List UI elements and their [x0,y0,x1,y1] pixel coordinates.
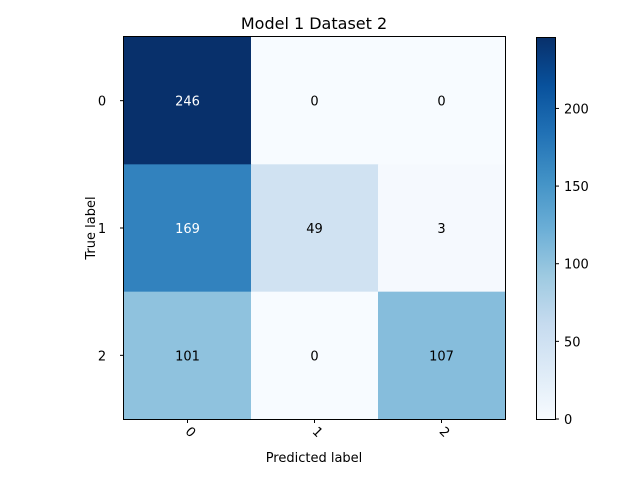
cell-value-0-1: 0 [310,95,318,110]
cell-value-2-2: 107 [429,349,454,364]
heatmap-cell-1-2 [378,164,506,293]
cell-value-0-0: 246 [175,95,200,110]
y-tick-label-0: 0 [98,95,106,110]
cell-value-labels: 246 0 0 169 49 3 101 0 107 [175,95,454,365]
colorbar [536,37,556,420]
heatmap-cells [124,37,506,420]
x-tick-label-0: 0 [182,424,198,440]
y-axis-ticks: 0 1 2 [98,95,124,364]
colorbar-ticks: 0 50 100 150 200 [555,102,589,428]
heatmap-cell-0-2 [378,37,506,165]
cell-value-2-1: 0 [310,349,318,364]
y-tick-label-2: 2 [98,349,106,364]
cell-value-1-0: 169 [175,222,200,237]
x-tick-label-2: 2 [436,424,452,440]
x-axis-ticks: 0 1 2 [182,419,452,441]
cell-value-0-2: 0 [437,95,445,110]
colorbar-tick-label-0: 0 [564,413,572,428]
x-axis-label: Predicted label [266,451,363,466]
cell-value-1-2: 3 [437,222,445,237]
y-axis-label: True label [84,196,99,260]
colorbar-tick-label-2: 100 [564,258,589,273]
y-tick-label-1: 1 [98,222,106,237]
heatmap-cell-2-1 [251,291,379,420]
heatmap-cell-0-1 [251,37,379,165]
heatmap-cell-0-0 [124,37,252,165]
chart-title: Model 1 Dataset 2 [241,14,387,33]
heatmap-cell-1-0 [124,164,252,293]
colorbar-tick-label-4: 200 [564,102,589,117]
cell-value-1-1: 49 [306,222,323,237]
heatmap-cell-2-0 [124,291,252,420]
cell-value-2-0: 101 [175,349,200,364]
x-tick-label-1: 1 [309,424,325,440]
heatmap-cell-1-1 [251,164,379,293]
colorbar-tick-label-1: 50 [564,335,581,350]
colorbar-tick-label-3: 150 [564,180,589,195]
heatmap-cell-2-2 [378,291,506,420]
